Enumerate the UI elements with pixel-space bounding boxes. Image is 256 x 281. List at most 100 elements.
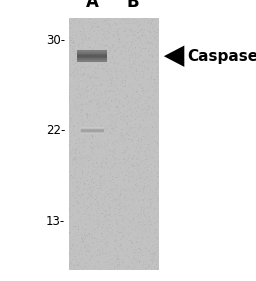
Bar bbox=[77, 59, 107, 60]
Point bbox=[69, 38, 73, 43]
Point bbox=[136, 232, 140, 236]
Point bbox=[117, 60, 121, 65]
Point bbox=[92, 185, 97, 190]
Point bbox=[74, 191, 78, 196]
Point bbox=[142, 111, 146, 116]
Point bbox=[100, 230, 104, 235]
Point bbox=[144, 246, 148, 250]
Point bbox=[97, 248, 101, 252]
Point bbox=[137, 69, 141, 74]
Point bbox=[130, 235, 134, 240]
Point bbox=[109, 16, 113, 21]
Point bbox=[146, 255, 151, 260]
Point bbox=[142, 34, 146, 38]
Point bbox=[109, 69, 113, 73]
Point bbox=[97, 115, 101, 119]
Point bbox=[82, 56, 86, 61]
Point bbox=[111, 233, 115, 237]
Point bbox=[83, 246, 87, 251]
Point bbox=[132, 17, 136, 22]
Point bbox=[104, 101, 108, 106]
Point bbox=[147, 117, 152, 121]
Point bbox=[77, 113, 81, 118]
Point bbox=[123, 256, 127, 260]
Point bbox=[126, 46, 130, 51]
Point bbox=[115, 265, 119, 270]
Point bbox=[152, 22, 156, 26]
Point bbox=[75, 165, 79, 170]
Point bbox=[118, 28, 122, 33]
Point bbox=[100, 188, 104, 192]
Point bbox=[84, 217, 89, 222]
Point bbox=[148, 218, 152, 223]
Point bbox=[108, 31, 112, 36]
Point bbox=[98, 63, 102, 67]
Point bbox=[73, 35, 77, 40]
Point bbox=[137, 52, 142, 57]
Point bbox=[129, 230, 133, 235]
Point bbox=[133, 246, 137, 250]
Point bbox=[89, 215, 93, 219]
Point bbox=[77, 252, 81, 257]
Point bbox=[84, 33, 88, 37]
Point bbox=[73, 103, 77, 107]
Point bbox=[131, 43, 135, 47]
Point bbox=[146, 211, 150, 216]
Point bbox=[68, 253, 72, 257]
Point bbox=[76, 144, 80, 149]
Point bbox=[133, 95, 137, 99]
Point bbox=[90, 245, 94, 250]
Point bbox=[153, 78, 157, 82]
Point bbox=[86, 195, 90, 200]
Point bbox=[151, 53, 155, 57]
Point bbox=[91, 48, 95, 53]
Point bbox=[136, 107, 140, 112]
Point bbox=[89, 147, 93, 152]
Point bbox=[135, 214, 139, 219]
Point bbox=[123, 26, 127, 30]
Point bbox=[137, 114, 141, 118]
Point bbox=[109, 112, 113, 117]
Point bbox=[79, 73, 83, 77]
Point bbox=[79, 110, 83, 115]
Point bbox=[141, 27, 145, 31]
Point bbox=[90, 47, 94, 51]
Point bbox=[111, 162, 115, 167]
Point bbox=[130, 89, 134, 93]
Point bbox=[77, 250, 81, 254]
Point bbox=[119, 34, 123, 38]
Point bbox=[90, 196, 94, 200]
Point bbox=[156, 33, 161, 38]
Point bbox=[107, 69, 111, 73]
Point bbox=[82, 123, 86, 127]
Point bbox=[116, 201, 120, 206]
Point bbox=[126, 254, 130, 259]
Point bbox=[145, 81, 149, 86]
Point bbox=[102, 168, 106, 173]
Point bbox=[135, 78, 139, 82]
Point bbox=[104, 18, 108, 23]
Point bbox=[109, 136, 113, 140]
Point bbox=[149, 209, 153, 214]
Point bbox=[80, 78, 84, 82]
Point bbox=[136, 256, 140, 261]
Point bbox=[99, 199, 103, 203]
Point bbox=[155, 133, 159, 138]
Point bbox=[127, 43, 131, 47]
Point bbox=[93, 191, 97, 195]
Point bbox=[124, 95, 128, 99]
Point bbox=[124, 123, 128, 127]
Point bbox=[82, 64, 86, 68]
Point bbox=[111, 140, 115, 145]
Point bbox=[139, 74, 143, 79]
Point bbox=[134, 145, 138, 149]
Point bbox=[143, 234, 147, 239]
Point bbox=[77, 201, 81, 206]
Point bbox=[93, 57, 98, 61]
Point bbox=[131, 232, 135, 236]
Point bbox=[91, 84, 95, 89]
Point bbox=[126, 226, 130, 230]
Point bbox=[73, 249, 77, 253]
Point bbox=[151, 28, 155, 33]
Point bbox=[108, 212, 112, 216]
